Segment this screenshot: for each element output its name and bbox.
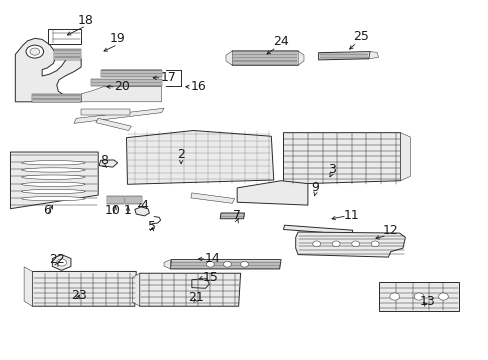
Text: 14: 14	[204, 252, 220, 265]
Text: 9: 9	[311, 181, 319, 194]
Polygon shape	[368, 51, 378, 59]
Ellipse shape	[21, 175, 85, 179]
Ellipse shape	[21, 197, 85, 201]
Text: 8: 8	[100, 154, 108, 167]
Ellipse shape	[21, 189, 85, 194]
Polygon shape	[400, 133, 409, 181]
Circle shape	[413, 293, 423, 300]
Polygon shape	[99, 160, 118, 167]
Circle shape	[331, 241, 339, 247]
Text: 10: 10	[105, 204, 121, 217]
Polygon shape	[170, 260, 281, 269]
Polygon shape	[378, 282, 458, 311]
Text: 2: 2	[177, 148, 184, 161]
Text: 19: 19	[110, 32, 125, 45]
Text: 17: 17	[161, 71, 177, 84]
Polygon shape	[190, 193, 234, 203]
Text: 13: 13	[419, 295, 434, 308]
Text: 7: 7	[233, 210, 241, 222]
Text: 3: 3	[327, 163, 336, 176]
Polygon shape	[24, 267, 32, 306]
Polygon shape	[228, 51, 300, 65]
Circle shape	[389, 293, 399, 300]
Polygon shape	[132, 273, 140, 306]
Text: 18: 18	[78, 14, 94, 27]
Polygon shape	[283, 225, 352, 234]
Circle shape	[30, 48, 40, 55]
Polygon shape	[298, 51, 304, 65]
Text: 15: 15	[202, 271, 218, 284]
Polygon shape	[52, 255, 71, 270]
Circle shape	[240, 261, 248, 267]
Text: 23: 23	[71, 289, 86, 302]
Polygon shape	[54, 49, 81, 60]
Circle shape	[351, 241, 359, 247]
Ellipse shape	[21, 182, 85, 186]
Text: 6: 6	[43, 204, 51, 217]
Ellipse shape	[21, 161, 85, 165]
Polygon shape	[140, 273, 240, 306]
Polygon shape	[126, 131, 273, 184]
Polygon shape	[91, 79, 161, 86]
Polygon shape	[10, 152, 98, 209]
Circle shape	[370, 241, 378, 247]
Polygon shape	[48, 30, 81, 44]
Polygon shape	[191, 279, 209, 288]
Circle shape	[438, 293, 447, 300]
Text: 12: 12	[382, 224, 398, 237]
Polygon shape	[283, 133, 400, 184]
Polygon shape	[163, 260, 170, 269]
Text: 22: 22	[49, 253, 64, 266]
Polygon shape	[225, 51, 232, 65]
Text: 11: 11	[343, 210, 359, 222]
Polygon shape	[295, 232, 405, 257]
Ellipse shape	[21, 168, 85, 172]
Text: 16: 16	[190, 80, 205, 93]
Circle shape	[57, 259, 66, 266]
Text: 21: 21	[187, 291, 203, 304]
Circle shape	[312, 241, 320, 247]
Polygon shape	[15, 39, 81, 102]
Circle shape	[223, 261, 231, 267]
Polygon shape	[220, 213, 244, 219]
Polygon shape	[125, 196, 142, 204]
Text: 5: 5	[147, 220, 156, 233]
Polygon shape	[81, 87, 161, 102]
Polygon shape	[81, 109, 130, 116]
Polygon shape	[107, 196, 123, 204]
Text: 24: 24	[273, 35, 288, 49]
Circle shape	[206, 261, 214, 267]
Polygon shape	[318, 51, 369, 60]
Polygon shape	[32, 271, 136, 306]
Polygon shape	[32, 94, 81, 102]
Polygon shape	[96, 118, 131, 131]
Text: 1: 1	[123, 204, 131, 217]
Text: 4: 4	[141, 199, 148, 212]
Circle shape	[26, 45, 43, 58]
Polygon shape	[237, 181, 307, 205]
Polygon shape	[101, 69, 161, 77]
Text: 25: 25	[353, 30, 369, 43]
Polygon shape	[74, 108, 163, 123]
Polygon shape	[135, 207, 149, 216]
Text: 20: 20	[113, 80, 129, 93]
